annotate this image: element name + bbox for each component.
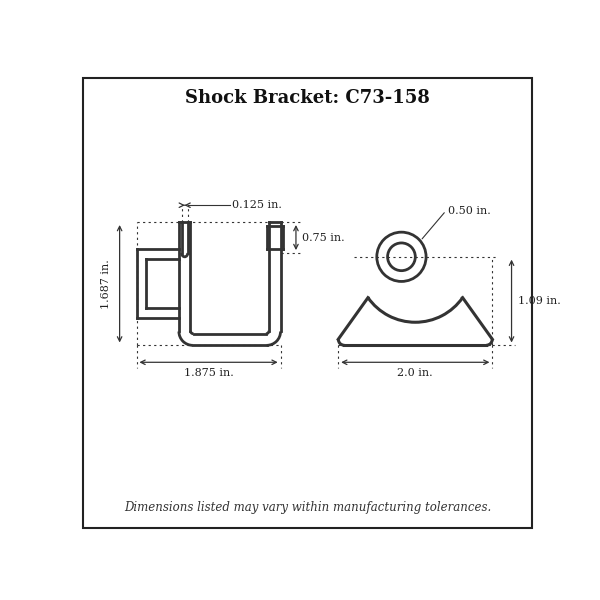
Text: 1.875 in.: 1.875 in. bbox=[184, 368, 233, 378]
Text: 0.75 in.: 0.75 in. bbox=[302, 233, 345, 242]
Text: 1.09 in.: 1.09 in. bbox=[518, 296, 560, 306]
Text: 0.125 in.: 0.125 in. bbox=[232, 200, 283, 210]
Text: 0.50 in.: 0.50 in. bbox=[448, 206, 491, 215]
Text: 2.0 in.: 2.0 in. bbox=[397, 368, 433, 378]
Text: 1.687 in.: 1.687 in. bbox=[101, 259, 111, 308]
Text: Shock Bracket: C73-158: Shock Bracket: C73-158 bbox=[185, 89, 430, 107]
Text: Dimensions listed may vary within manufacturing tolerances.: Dimensions listed may vary within manufa… bbox=[124, 500, 491, 514]
